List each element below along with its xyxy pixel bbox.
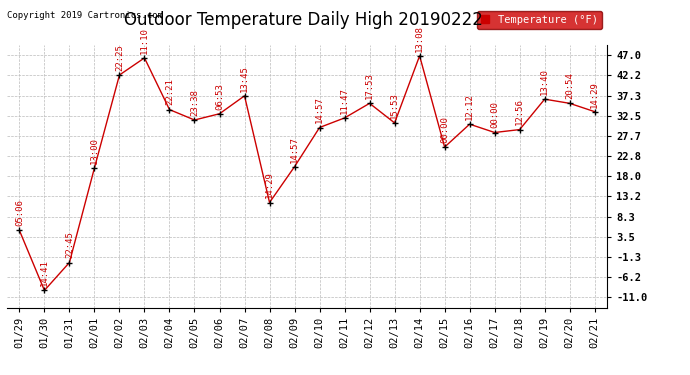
Text: 22:45: 22:45 [65,231,74,258]
Text: 13:45: 13:45 [240,65,249,92]
Text: 14:57: 14:57 [315,96,324,123]
Text: 20:54: 20:54 [565,72,574,99]
Text: 05:06: 05:06 [15,200,24,226]
Text: 11:47: 11:47 [340,87,349,114]
Text: Outdoor Temperature Daily High 20190222: Outdoor Temperature Daily High 20190222 [124,11,483,29]
Text: 14:57: 14:57 [290,136,299,162]
Text: 17:53: 17:53 [365,72,374,99]
Text: 14:29: 14:29 [590,81,599,108]
Text: 13:00: 13:00 [90,137,99,164]
Text: 15:53: 15:53 [390,92,399,119]
Text: 22:25: 22:25 [115,44,124,71]
Text: 23:38: 23:38 [190,89,199,116]
Legend: Temperature (°F): Temperature (°F) [477,11,602,29]
Text: 12:12: 12:12 [465,93,474,120]
Text: 11:10: 11:10 [140,27,149,54]
Text: 14:41: 14:41 [40,260,49,286]
Text: 00:00: 00:00 [440,116,449,143]
Text: 12:56: 12:56 [515,99,524,125]
Text: 13:40: 13:40 [540,68,549,95]
Text: 00:00: 00:00 [490,102,499,128]
Text: 06:53: 06:53 [215,83,224,110]
Text: 22:21: 22:21 [165,78,174,105]
Text: Copyright 2019 Cartronics.com: Copyright 2019 Cartronics.com [7,11,163,20]
Text: 13:08: 13:08 [415,25,424,52]
Text: 14:29: 14:29 [265,171,274,198]
